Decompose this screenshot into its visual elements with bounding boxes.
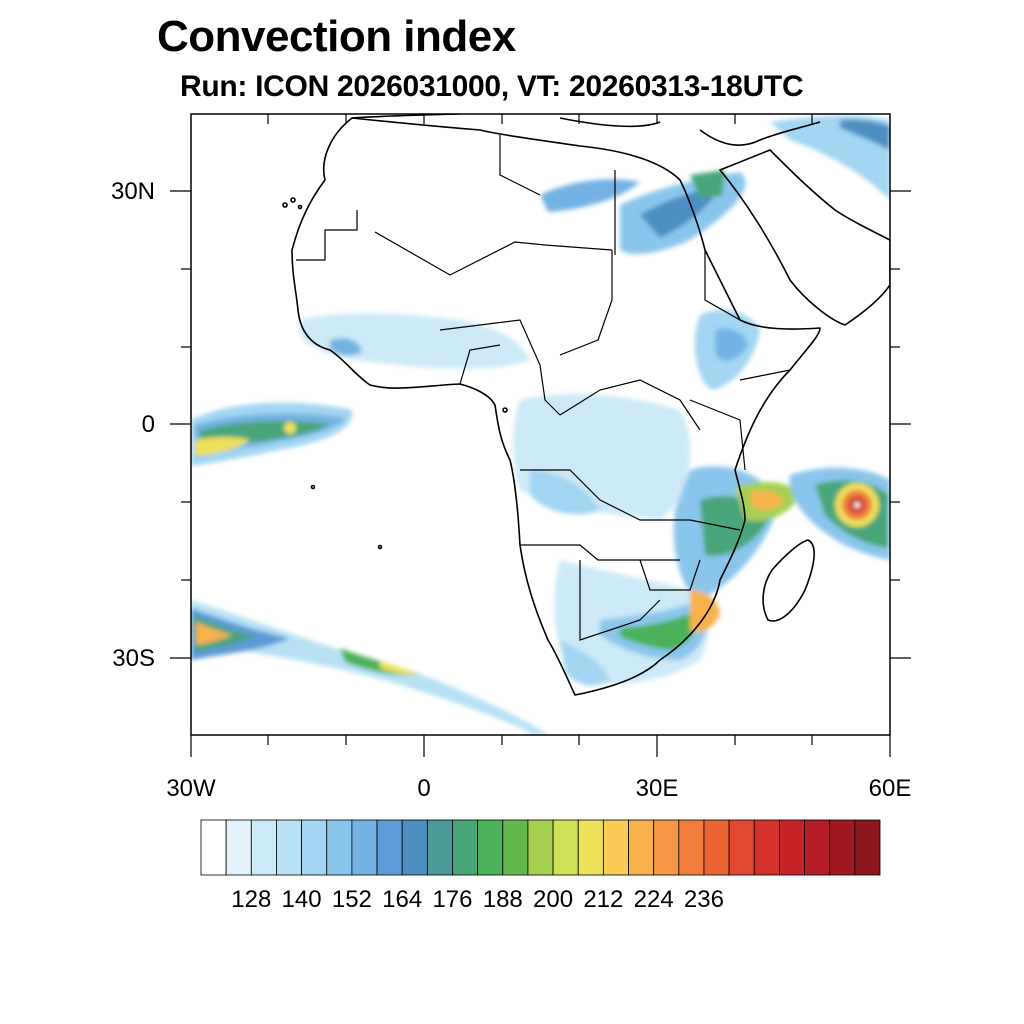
colorbar-swatch (200, 819, 227, 876)
colorbar-label: 152 (331, 886, 372, 913)
colorbar-swatch (703, 819, 730, 876)
x-tick-label: 30E (635, 775, 679, 802)
colorbar-label: 224 (633, 886, 674, 913)
colorbar-swatch (276, 819, 302, 876)
colorbar-swatch (829, 819, 856, 876)
colorbar-swatch (376, 819, 403, 876)
colorbar-swatch (477, 819, 504, 876)
colorbar (200, 819, 881, 876)
colorbar-swatch (225, 819, 252, 876)
chart-subtitle: Run: ICON 2026031000, VT: 20260313-18UTC (180, 70, 804, 103)
colorbar-swatch (401, 819, 428, 876)
colorbar-swatch (527, 819, 554, 876)
colorbar-swatch (804, 819, 831, 876)
colorbar-swatch (854, 819, 881, 876)
colorbar-label: 140 (281, 886, 322, 913)
colorbar-label: 128 (231, 886, 272, 913)
colorbar-swatch (452, 819, 479, 876)
colorbar-swatch (326, 819, 353, 876)
colorbar-swatch (552, 819, 579, 876)
y-tick-label: 30N (110, 178, 155, 205)
colorbar-swatch (678, 819, 705, 876)
chart-title: Convection index (157, 12, 516, 61)
colorbar-swatch (301, 819, 328, 876)
colorbar-swatch (653, 819, 680, 876)
y-tick-label: 0 (141, 411, 155, 438)
colorbar-swatch (602, 819, 629, 876)
colorbar-label: 200 (533, 886, 574, 913)
colorbar-swatch (250, 819, 277, 876)
colorbar-swatch (426, 819, 453, 876)
x-tick-label: 60E (868, 775, 912, 802)
y-tick-label: 30S (112, 645, 155, 672)
colorbar-swatch (728, 819, 755, 876)
colorbar-label: 236 (683, 886, 724, 913)
map-area (191, 114, 890, 735)
colorbar-label: 188 (482, 886, 523, 913)
colorbar-label: 212 (583, 886, 624, 913)
colorbar-swatch (628, 819, 655, 876)
colorbar-swatch (577, 819, 604, 876)
colorbar-label: 176 (432, 886, 473, 913)
colorbar-swatch (753, 819, 780, 876)
country-borders (296, 135, 791, 641)
axis-ticks (170, 114, 911, 757)
coastlines (282, 114, 890, 696)
convection-field (191, 116, 890, 735)
colorbar-swatch (351, 819, 378, 876)
x-tick-label: 30W (166, 775, 216, 802)
colorbar-label: 164 (382, 886, 423, 913)
x-tick-label: 0 (417, 775, 431, 802)
colorbar-swatch (502, 819, 529, 876)
colorbar-swatch (779, 819, 805, 876)
